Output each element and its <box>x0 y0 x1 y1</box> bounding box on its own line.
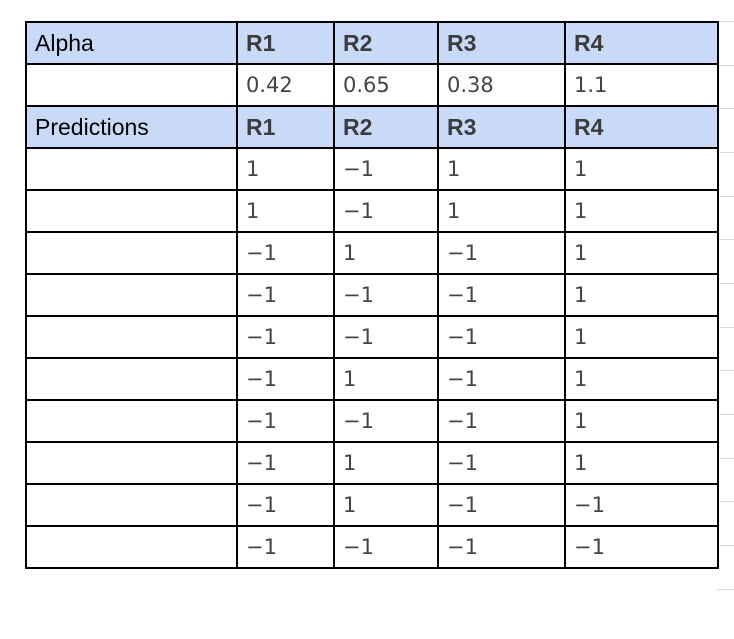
empty-cell[interactable] <box>25 63 238 107</box>
prediction-cell[interactable]: 1 <box>333 357 439 401</box>
predictions-label-cell[interactable]: Predictions <box>25 105 238 149</box>
prediction-cell[interactable]: 1 <box>437 189 566 233</box>
gridline <box>717 414 734 415</box>
prediction-cell[interactable]: −1 <box>437 273 566 317</box>
gridline <box>717 370 734 371</box>
gridline <box>717 65 734 66</box>
prediction-row: −1 1 −1 1 <box>25 441 719 485</box>
alpha-values-row: 0.42 0.65 0.38 1.1 <box>25 63 719 107</box>
empty-cell[interactable] <box>25 189 238 233</box>
prediction-cell[interactable]: −1 <box>333 189 439 233</box>
prediction-cell[interactable]: 1 <box>564 231 719 275</box>
prediction-cell[interactable]: −1 <box>564 525 719 569</box>
prediction-row: −1 −1 −1 1 <box>25 399 719 443</box>
alpha-header-row: Alpha R1 R2 R3 R4 <box>25 21 719 65</box>
gridline <box>717 458 734 459</box>
gridline <box>717 501 734 502</box>
gridline <box>717 152 734 153</box>
prediction-cell[interactable]: 1 <box>333 231 439 275</box>
gridline <box>717 589 734 590</box>
prediction-cell[interactable]: −1 <box>437 231 566 275</box>
prediction-cell[interactable]: −1 <box>333 147 439 191</box>
prediction-cell[interactable]: −1 <box>236 273 335 317</box>
alpha-value-cell[interactable]: 0.38 <box>437 63 566 107</box>
prediction-cell[interactable]: −1 <box>236 357 335 401</box>
prediction-cell[interactable]: −1 <box>236 315 335 359</box>
empty-cell[interactable] <box>25 357 238 401</box>
alpha-header-cell[interactable]: R1 <box>236 21 335 65</box>
alpha-label-cell[interactable]: Alpha <box>25 21 238 65</box>
spreadsheet-table: Alpha R1 R2 R3 R4 0.42 0.65 0.38 1.1 Pre… <box>25 21 719 569</box>
prediction-cell[interactable]: −1 <box>236 231 335 275</box>
gridline <box>717 196 734 197</box>
prediction-cell[interactable]: 1 <box>564 441 719 485</box>
alpha-value-cell[interactable]: 0.65 <box>333 63 439 107</box>
prediction-cell[interactable]: 1 <box>564 399 719 443</box>
empty-cell[interactable] <box>25 273 238 317</box>
prediction-row: −1 −1 −1 1 <box>25 315 719 359</box>
prediction-cell[interactable]: −1 <box>236 483 335 527</box>
prediction-cell[interactable]: 1 <box>564 147 719 191</box>
prediction-cell[interactable]: −1 <box>333 315 439 359</box>
prediction-cell[interactable]: −1 <box>437 399 566 443</box>
prediction-cell[interactable]: 1 <box>333 441 439 485</box>
alpha-value-cell[interactable]: 0.42 <box>236 63 335 107</box>
prediction-cell[interactable]: −1 <box>437 483 566 527</box>
prediction-cell[interactable]: 1 <box>564 357 719 401</box>
empty-cell[interactable] <box>25 147 238 191</box>
gridline <box>717 21 734 22</box>
empty-cell[interactable] <box>25 441 238 485</box>
prediction-cell[interactable]: 1 <box>564 315 719 359</box>
predictions-header-cell[interactable]: R2 <box>333 105 439 149</box>
predictions-header-row: Predictions R1 R2 R3 R4 <box>25 105 719 149</box>
alpha-value-cell[interactable]: 1.1 <box>564 63 719 107</box>
prediction-row: −1 −1 −1 −1 <box>25 525 719 569</box>
gridline <box>717 108 734 109</box>
prediction-row: −1 1 −1 1 <box>25 231 719 275</box>
prediction-cell[interactable]: −1 <box>437 441 566 485</box>
gridline <box>717 239 734 240</box>
prediction-cell[interactable]: −1 <box>437 357 566 401</box>
alpha-header-cell[interactable]: R3 <box>437 21 566 65</box>
prediction-cell[interactable]: 1 <box>236 189 335 233</box>
prediction-cell[interactable]: 1 <box>437 147 566 191</box>
predictions-header-cell[interactable]: R4 <box>564 105 719 149</box>
prediction-cell[interactable]: −1 <box>333 399 439 443</box>
prediction-cell[interactable]: −1 <box>333 525 439 569</box>
prediction-cell[interactable]: −1 <box>236 441 335 485</box>
empty-cell[interactable] <box>25 315 238 359</box>
gridline <box>717 283 734 284</box>
prediction-row: 1 −1 1 1 <box>25 147 719 191</box>
prediction-cell[interactable]: 1 <box>564 189 719 233</box>
empty-cell[interactable] <box>25 525 238 569</box>
alpha-header-cell[interactable]: R4 <box>564 21 719 65</box>
prediction-row: −1 1 −1 1 <box>25 357 719 401</box>
prediction-row: 1 −1 1 1 <box>25 189 719 233</box>
empty-cell[interactable] <box>25 399 238 443</box>
prediction-cell[interactable]: 1 <box>564 273 719 317</box>
prediction-cell[interactable]: −1 <box>333 273 439 317</box>
prediction-row: −1 1 −1 −1 <box>25 483 719 527</box>
prediction-cell[interactable]: −1 <box>437 525 566 569</box>
empty-cell[interactable] <box>25 483 238 527</box>
alpha-header-cell[interactable]: R2 <box>333 21 439 65</box>
gridline <box>717 545 734 546</box>
prediction-cell[interactable]: −1 <box>236 399 335 443</box>
prediction-cell[interactable]: −1 <box>437 315 566 359</box>
predictions-header-cell[interactable]: R3 <box>437 105 566 149</box>
empty-cell[interactable] <box>25 231 238 275</box>
gridline <box>717 327 734 328</box>
prediction-cell[interactable]: 1 <box>236 147 335 191</box>
predictions-header-cell[interactable]: R1 <box>236 105 335 149</box>
prediction-cell[interactable]: −1 <box>564 483 719 527</box>
prediction-cell[interactable]: −1 <box>236 525 335 569</box>
prediction-row: −1 −1 −1 1 <box>25 273 719 317</box>
prediction-cell[interactable]: 1 <box>333 483 439 527</box>
